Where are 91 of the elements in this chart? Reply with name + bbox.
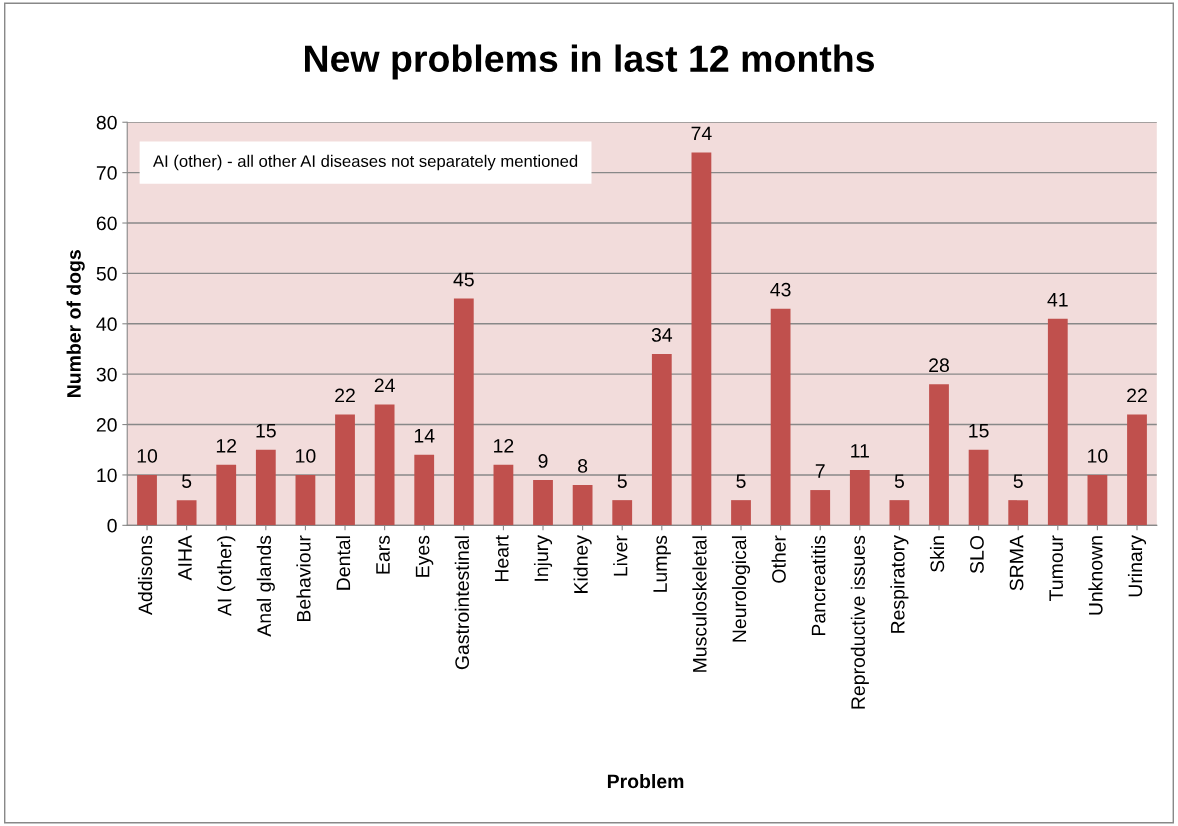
- x-tick-label: Musculoskeletal: [692, 536, 707, 672]
- x-tick-label: Kidney: [573, 535, 592, 593]
- bar: [1127, 414, 1147, 526]
- data-label: 41: [1047, 293, 1068, 307]
- data-label: 7: [815, 464, 825, 478]
- bar: [335, 414, 355, 526]
- x-tick-label: Urinary: [1127, 535, 1147, 597]
- bar: [1008, 500, 1029, 526]
- bar: [1047, 318, 1068, 526]
- y-tick-label: 10: [97, 468, 117, 483]
- x-tick-label: Lumps: [653, 535, 671, 592]
- data-label: 45: [453, 272, 474, 287]
- x-tick-label: Liver: [613, 535, 628, 576]
- data-label: 12: [494, 438, 514, 453]
- bar: [572, 485, 593, 526]
- data-label: 10: [296, 449, 316, 463]
- bar: [691, 152, 712, 526]
- bar: [810, 490, 831, 526]
- bar: [1087, 474, 1108, 526]
- data-label: 15: [256, 424, 276, 438]
- data-label: 34: [651, 328, 673, 342]
- bar: [453, 298, 474, 526]
- x-tick-label: Injury: [533, 535, 553, 581]
- bar: [176, 500, 197, 526]
- bar: [968, 449, 989, 526]
- bar: [255, 449, 276, 526]
- y-tick-label: 20: [96, 418, 117, 432]
- x-tick-label: Reproductive issues: [850, 535, 869, 709]
- bar: [651, 354, 672, 526]
- x-tick-label: Heart: [495, 535, 509, 582]
- data-label: 22: [335, 388, 355, 403]
- bar: [849, 469, 870, 526]
- data-label: 10: [137, 449, 158, 463]
- x-tick-label: Tumour: [1049, 535, 1064, 601]
- data-label: 14: [414, 429, 435, 443]
- y-axis-title: Number of dogs: [66, 250, 85, 398]
- data-label: 11: [851, 444, 869, 458]
- data-label: 5: [894, 474, 904, 488]
- y-tick-label: 0: [107, 518, 117, 533]
- annotation: AI (other) - all other AI diseases not separately mentioned: [153, 154, 578, 171]
- bar: [216, 464, 237, 526]
- data-label: 24: [374, 378, 395, 393]
- chart-title: New problems in last 12 months: [305, 44, 874, 80]
- data-label: 10: [1088, 449, 1108, 463]
- bar: [374, 404, 395, 526]
- data-label: 43: [770, 282, 791, 297]
- x-tick-label: Eyes: [415, 535, 434, 577]
- bar: [533, 479, 553, 526]
- y-tick-label: 50: [96, 266, 117, 281]
- x-tick-label: Gastrointestinal: [454, 536, 470, 670]
- y-tick-label: 30: [96, 367, 117, 382]
- data-label: 5: [736, 474, 746, 488]
- y-tick-label: 70: [96, 166, 117, 180]
- data-label: 22: [1127, 388, 1147, 403]
- x-tick-label: SLO: [970, 535, 984, 574]
- bar: [295, 474, 316, 526]
- data-label: 12: [216, 438, 237, 453]
- bar: [493, 464, 514, 526]
- x-tick-label: Ears: [376, 535, 390, 574]
- y-tick-label: 40: [96, 317, 117, 332]
- x-tick-label: AIHA: [178, 535, 192, 581]
- data-label: 8: [578, 459, 588, 473]
- x-axis-title: Problem: [607, 773, 684, 789]
- x-tick-label: Respiratory: [890, 535, 909, 633]
- bar: [770, 308, 791, 526]
- data-label: 28: [929, 358, 949, 373]
- x-tick-label: Behaviour: [296, 535, 311, 622]
- y-tick-label: 80: [96, 115, 117, 130]
- bar: [612, 500, 633, 526]
- x-tick-label: Other: [771, 535, 786, 583]
- x-tick-label: Neurological: [731, 536, 751, 642]
- bar: [414, 454, 435, 526]
- x-tick-label: Pancreatitis: [811, 535, 826, 636]
- x-tick-label: Unknown: [1088, 536, 1103, 615]
- data-label: 5: [1013, 474, 1023, 488]
- x-tick-label: Skin: [929, 536, 945, 572]
- data-label: 74: [691, 126, 712, 141]
- data-label: 5: [181, 474, 192, 488]
- data-label: 9: [538, 454, 548, 468]
- bar: [889, 500, 910, 526]
- x-tick-label: Anal glands: [256, 535, 275, 637]
- bar: [929, 384, 949, 526]
- data-label: 5: [617, 474, 627, 488]
- bar: [731, 500, 751, 526]
- y-tick-label: 60: [96, 216, 117, 231]
- x-tick-label: SRMA: [1009, 535, 1024, 591]
- x-tick-label: Dental: [335, 536, 351, 590]
- data-label: 15: [969, 424, 989, 438]
- x-tick-label: Addisons: [137, 535, 153, 616]
- x-tick-label: AI (other): [217, 536, 236, 617]
- bar: [137, 474, 157, 526]
